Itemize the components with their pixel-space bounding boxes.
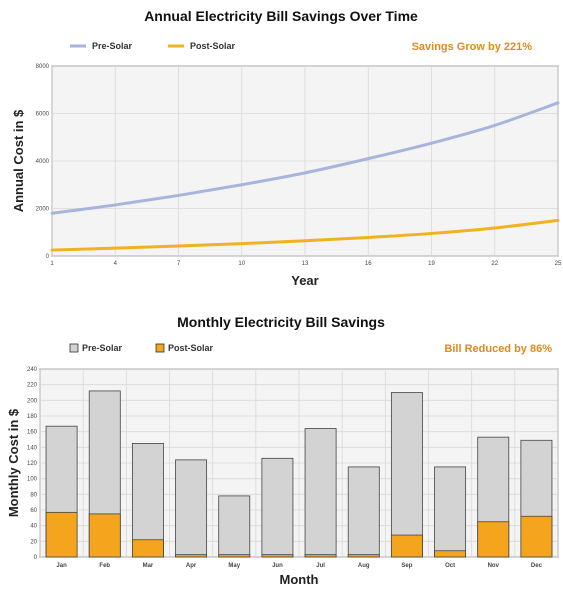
bar-chart-bars xyxy=(45,390,553,558)
bar-x-tick-label: Nov xyxy=(488,563,500,569)
bar-y-tick-label: 240 xyxy=(27,367,38,373)
bar-x-tick-label: Apr xyxy=(186,563,197,569)
bar-pre-solar xyxy=(390,392,423,558)
bar-post-solar xyxy=(434,550,467,558)
bar-y-tick-label: 0 xyxy=(34,555,38,561)
bar-chart-ylabel: Monthly Cost in $ xyxy=(6,408,21,517)
bar-y-tick-label: 140 xyxy=(27,445,38,451)
line-y-tick-label: 4000 xyxy=(36,159,50,165)
line-chart-xlabel: Year xyxy=(291,273,318,288)
line-x-tick-label: 19 xyxy=(428,261,435,267)
bar-y-tick-label: 100 xyxy=(27,477,38,483)
bar-post-solar xyxy=(304,554,337,558)
bar-pre-solar xyxy=(261,457,294,558)
line-chart-legend: Pre-Solar Post-Solar xyxy=(70,41,236,51)
bar-y-tick-label: 160 xyxy=(27,430,38,436)
bar-x-tick-label: Jul xyxy=(316,563,325,569)
bar-post-solar xyxy=(218,554,251,558)
bar-chart-annotation: Bill Reduced by 86% xyxy=(444,343,552,355)
bar-pre-solar xyxy=(434,466,467,558)
line-series-pre-solar xyxy=(50,101,560,215)
bar-y-tick-label: 200 xyxy=(27,398,38,404)
bar-chart-ticks: 0 20 40 60 80 100 120 140 160 180 200 220 240 Jan Feb M… xyxy=(27,367,543,569)
legend-label-post-solar-bar: Post-Solar xyxy=(168,343,214,353)
line-chart-title: Annual Electricity Bill Savings Over Tim… xyxy=(144,8,418,24)
line-chart-series xyxy=(50,101,560,252)
bar-x-tick-label: Mar xyxy=(143,563,154,569)
line-chart: Annual Electricity Bill Savings Over Tim… xyxy=(11,8,562,288)
line-y-tick-label: 8000 xyxy=(36,64,50,70)
line-y-tick-label: 0 xyxy=(46,254,50,260)
line-x-tick-label: 7 xyxy=(177,261,181,267)
bar-post-solar xyxy=(261,554,294,558)
bar-post-solar xyxy=(520,515,553,558)
bar-y-tick-label: 220 xyxy=(27,383,38,389)
bar-y-tick-label: 120 xyxy=(27,461,38,467)
line-x-tick-label: 16 xyxy=(365,261,372,267)
bar-chart-xlabel: Month xyxy=(280,572,319,587)
legend-label-pre-solar: Pre-Solar xyxy=(92,41,133,51)
bar-chart-title: Monthly Electricity Bill Savings xyxy=(177,314,385,330)
bar-x-tick-label: May xyxy=(228,563,240,569)
bar-x-tick-label: Feb xyxy=(99,563,110,569)
line-chart-grid xyxy=(51,65,559,257)
bar-post-solar xyxy=(477,521,510,558)
bar-x-tick-label: Oct xyxy=(445,563,455,569)
line-y-tick-label: 6000 xyxy=(36,112,50,118)
bar-y-tick-label: 20 xyxy=(30,539,37,545)
line-x-tick-label: 10 xyxy=(238,261,245,267)
bar-post-solar xyxy=(88,513,121,558)
legend-label-pre-solar-bar: Pre-Solar xyxy=(82,343,123,353)
bar-pre-solar xyxy=(304,428,337,558)
bar-post-solar xyxy=(390,534,423,558)
line-y-tick-label: 2000 xyxy=(36,207,50,213)
line-chart-ylabel: Annual Cost in $ xyxy=(11,109,26,212)
bar-y-tick-label: 180 xyxy=(27,414,38,420)
bar-pre-solar xyxy=(218,495,251,558)
line-x-tick-label: 1 xyxy=(50,261,54,267)
bar-x-tick-label: Aug xyxy=(358,563,370,569)
bar-chart-legend: Pre-Solar Post-Solar xyxy=(69,343,214,353)
bar-pre-solar xyxy=(347,466,380,558)
line-chart-annotation: Savings Grow by 221% xyxy=(412,41,533,53)
line-x-tick-label: 4 xyxy=(114,261,118,267)
bar-x-tick-label: Dec xyxy=(531,563,543,569)
line-x-tick-label: 25 xyxy=(555,261,562,267)
bar-post-solar xyxy=(131,539,164,558)
bar-post-solar xyxy=(347,554,380,558)
bar-chart: Monthly Electricity Bill Savings Pre-Sol… xyxy=(6,314,559,587)
bar-chart-grid xyxy=(39,368,559,558)
bar-x-tick-label: Jan xyxy=(56,563,67,569)
line-x-tick-label: 22 xyxy=(491,261,498,267)
legend-label-post-solar: Post-Solar xyxy=(190,41,236,51)
bar-post-solar xyxy=(175,554,208,558)
legend-swatch-post-solar-bar xyxy=(155,343,165,353)
legend-swatch-pre-solar-bar xyxy=(69,343,79,353)
line-series-post-solar xyxy=(50,218,560,252)
line-x-tick-label: 13 xyxy=(302,261,309,267)
bar-y-tick-label: 80 xyxy=(30,492,37,498)
bar-pre-solar xyxy=(175,459,208,558)
bar-x-tick-label: Sep xyxy=(401,563,412,569)
bar-y-tick-label: 40 xyxy=(30,524,37,530)
bar-post-solar xyxy=(45,511,78,558)
line-chart-ticks: 1 4 7 10 13 16 19 22 25 0 2000 4000 6000 8000 xyxy=(36,64,562,267)
bar-pre-solar xyxy=(131,443,164,558)
bar-y-tick-label: 60 xyxy=(30,508,37,514)
bar-x-tick-label: Jun xyxy=(272,563,283,569)
